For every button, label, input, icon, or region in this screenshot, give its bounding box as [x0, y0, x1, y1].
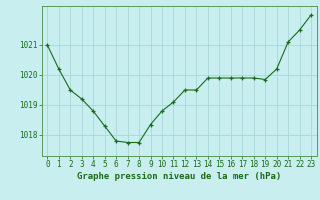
X-axis label: Graphe pression niveau de la mer (hPa): Graphe pression niveau de la mer (hPa) — [77, 172, 281, 181]
